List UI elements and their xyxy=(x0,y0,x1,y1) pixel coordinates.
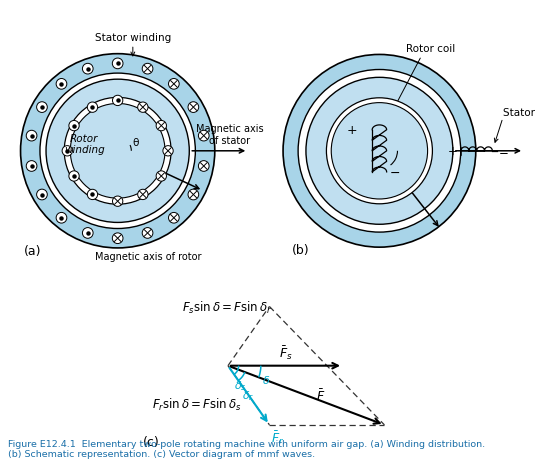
Circle shape xyxy=(36,190,47,201)
Circle shape xyxy=(113,96,123,106)
Text: $F_r \sin \delta = F \sin \delta_s$: $F_r \sin \delta = F \sin \delta_s$ xyxy=(152,396,242,412)
Circle shape xyxy=(56,213,67,224)
Circle shape xyxy=(69,172,79,182)
Circle shape xyxy=(142,228,153,239)
Circle shape xyxy=(56,79,67,90)
Text: Magnetic axis
of stator: Magnetic axis of stator xyxy=(196,124,264,146)
Text: (c): (c) xyxy=(143,435,159,448)
Circle shape xyxy=(198,131,209,142)
Circle shape xyxy=(64,98,171,205)
Circle shape xyxy=(36,102,47,113)
Circle shape xyxy=(142,64,153,75)
Text: θ: θ xyxy=(401,169,408,179)
Circle shape xyxy=(198,161,209,172)
Circle shape xyxy=(306,78,453,225)
Circle shape xyxy=(326,99,433,204)
Circle shape xyxy=(83,64,93,75)
Circle shape xyxy=(298,70,461,233)
Text: $F_s \sin \delta = F \sin \delta_r$: $F_s \sin \delta = F \sin \delta_r$ xyxy=(182,299,272,315)
Circle shape xyxy=(138,103,148,113)
Circle shape xyxy=(168,79,179,90)
Text: (b): (b) xyxy=(292,244,310,257)
Text: $-$: $-$ xyxy=(389,166,400,179)
Circle shape xyxy=(87,103,98,113)
Circle shape xyxy=(62,146,72,157)
Circle shape xyxy=(20,55,215,248)
Circle shape xyxy=(331,103,428,200)
Text: $\bar{F}$: $\bar{F}$ xyxy=(316,388,325,403)
Text: Stator coil: Stator coil xyxy=(503,107,536,118)
Text: Rotor
winding: Rotor winding xyxy=(64,134,105,155)
Text: $-$: $-$ xyxy=(498,145,509,158)
Text: $\bar{F}_r$: $\bar{F}_r$ xyxy=(271,429,285,447)
Circle shape xyxy=(87,190,98,200)
Text: (a): (a) xyxy=(24,245,41,257)
Circle shape xyxy=(113,233,123,244)
Circle shape xyxy=(188,102,199,113)
Text: $\delta_r$: $\delta_r$ xyxy=(242,388,254,402)
Circle shape xyxy=(83,228,93,239)
Circle shape xyxy=(70,104,165,199)
Text: Stator winding: Stator winding xyxy=(95,33,171,57)
Circle shape xyxy=(26,131,37,142)
Circle shape xyxy=(163,146,173,157)
Text: θ: θ xyxy=(132,137,139,147)
Circle shape xyxy=(40,74,195,229)
Circle shape xyxy=(156,172,167,182)
Text: +: + xyxy=(347,124,358,137)
Circle shape xyxy=(168,213,179,224)
Text: Magnetic axis of rotor: Magnetic axis of rotor xyxy=(95,252,201,261)
Circle shape xyxy=(283,56,476,247)
Circle shape xyxy=(113,196,123,207)
Circle shape xyxy=(156,121,167,131)
Circle shape xyxy=(138,190,148,200)
Text: $\delta$: $\delta$ xyxy=(262,373,270,385)
Text: $\bar{F}_s$: $\bar{F}_s$ xyxy=(279,343,292,361)
Circle shape xyxy=(69,121,79,131)
Circle shape xyxy=(188,190,199,201)
Circle shape xyxy=(113,59,123,70)
Circle shape xyxy=(46,80,189,223)
Text: Rotor coil: Rotor coil xyxy=(406,44,455,54)
Text: Figure E12.4.1  Elementary two-pole rotating machine with uniform air gap. (a) W: Figure E12.4.1 Elementary two-pole rotat… xyxy=(8,439,485,458)
Text: +: + xyxy=(448,145,458,158)
Circle shape xyxy=(26,161,37,172)
Text: $\delta_s$: $\delta_s$ xyxy=(234,378,247,392)
